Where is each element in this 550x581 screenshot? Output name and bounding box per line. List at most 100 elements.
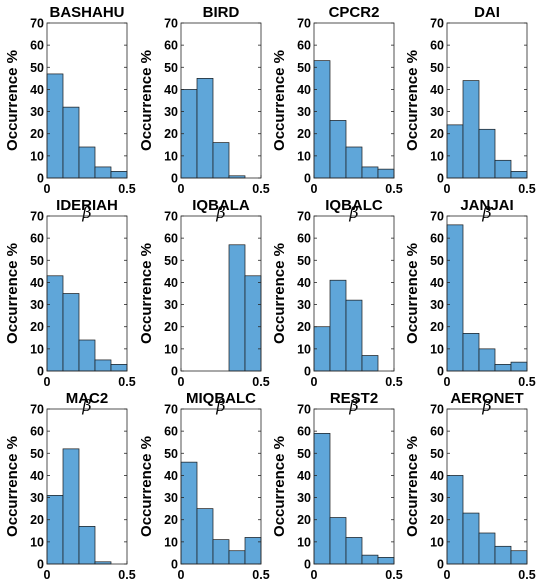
y-tick-label: 0 [437,558,444,572]
histogram-bar [46,275,64,372]
x-tick-label: 0.5 [118,568,135,581]
histogram-panel-miqbalc: 0 10 20 30 40 50 60 70 0 0.5 MIQBALCβ Occurrence % [138,390,270,581]
histogram-bar [78,146,96,179]
y-tick-label: 10 [164,535,178,549]
histogram-bar [494,159,512,179]
y-axis-label: Occurrence % [138,436,155,537]
panel-title: JANJAI [460,197,513,214]
y-tick-label: 50 [430,447,444,461]
y-axis-label: Occurrence % [271,243,288,344]
y-tick-label: 70 [164,17,178,31]
y-tick-label: 30 [430,491,444,505]
x-tick-label: 0 [444,568,451,581]
axes-frame [313,408,395,565]
y-tick-label: 30 [164,491,178,505]
histogram-bar [446,124,464,179]
histogram-bar [94,359,112,372]
panel-title: BIRD [203,4,240,21]
histogram-bar [361,355,379,372]
panel-title: AERONET [450,390,523,407]
x-tick-label: 0.5 [385,375,402,389]
axes-frame [180,215,262,372]
x-tick-label: 0 [178,375,185,389]
histogram-bar [345,146,363,179]
axes-frame [446,408,528,565]
histogram-bar [494,545,512,565]
y-tick-label: 20 [30,127,44,141]
y-tick-label: 0 [304,365,311,379]
y-tick-label: 0 [171,365,178,379]
y-tick-label: 50 [30,254,44,268]
y-tick-label: 70 [297,210,311,224]
histogram-bar [345,299,363,372]
y-tick-label: 20 [30,320,44,334]
panel-title: BASHAHU [50,4,125,21]
y-tick-label: 70 [164,210,178,224]
y-tick-label: 10 [297,342,311,356]
y-tick-label: 0 [37,365,44,379]
y-tick-label: 10 [164,149,178,163]
y-tick-label: 10 [430,535,444,549]
histogram-bar [196,78,214,179]
y-axis-label: Occurrence % [404,436,421,537]
y-tick-label: 10 [30,342,44,356]
y-tick-label: 20 [430,127,444,141]
histogram-bar [62,293,80,372]
x-axis-label: β [215,203,225,222]
axes-frame [446,22,528,179]
y-tick-label: 50 [297,447,311,461]
y-tick-label: 40 [30,469,44,483]
y-tick-label: 30 [30,105,44,119]
y-tick-label: 50 [297,61,311,75]
histogram-bar [329,279,347,372]
y-tick-label: 50 [30,61,44,75]
x-tick-label: 0 [44,182,51,196]
histogram-bar [196,508,214,565]
x-tick-label: 0 [311,182,318,196]
histogram-bar [329,517,347,565]
y-tick-label: 60 [297,425,311,439]
histogram-bar [345,537,363,565]
y-tick-label: 20 [297,513,311,527]
x-tick-label: 0 [44,568,51,581]
y-tick-label: 0 [304,558,311,572]
x-tick-label: 0 [444,375,451,389]
x-axis-label: β [348,396,358,415]
y-tick-label: 10 [164,342,178,356]
y-tick-label: 20 [297,320,311,334]
x-tick-label: 0.5 [518,182,535,196]
histogram-bar [46,495,64,565]
histogram-bar [62,448,80,565]
y-tick-label: 30 [30,298,44,312]
axes-frame [180,408,262,565]
y-tick-label: 40 [164,469,178,483]
y-tick-label: 70 [30,210,44,224]
axes-frame [46,408,128,565]
y-tick-label: 60 [164,425,178,439]
y-tick-label: 0 [171,558,178,572]
y-tick-label: 60 [430,425,444,439]
x-tick-label: 0.5 [518,568,535,581]
y-tick-label: 40 [30,276,44,290]
x-tick-label: 0 [444,182,451,196]
x-tick-label: 0 [178,182,185,196]
y-tick-label: 40 [164,83,178,97]
y-tick-label: 40 [430,83,444,97]
y-tick-label: 50 [430,254,444,268]
y-tick-label: 60 [30,232,44,246]
y-tick-label: 30 [164,298,178,312]
histogram-panel-mac2: 0 10 20 30 40 50 60 70 0 0.5 MAC2β Occurrence % [4,390,136,581]
y-tick-label: 40 [430,469,444,483]
y-tick-label: 50 [164,447,178,461]
y-tick-label: 70 [430,210,444,224]
histogram-bar [228,550,246,565]
histogram-bar [228,244,246,372]
y-tick-label: 40 [164,276,178,290]
y-tick-label: 20 [164,513,178,527]
